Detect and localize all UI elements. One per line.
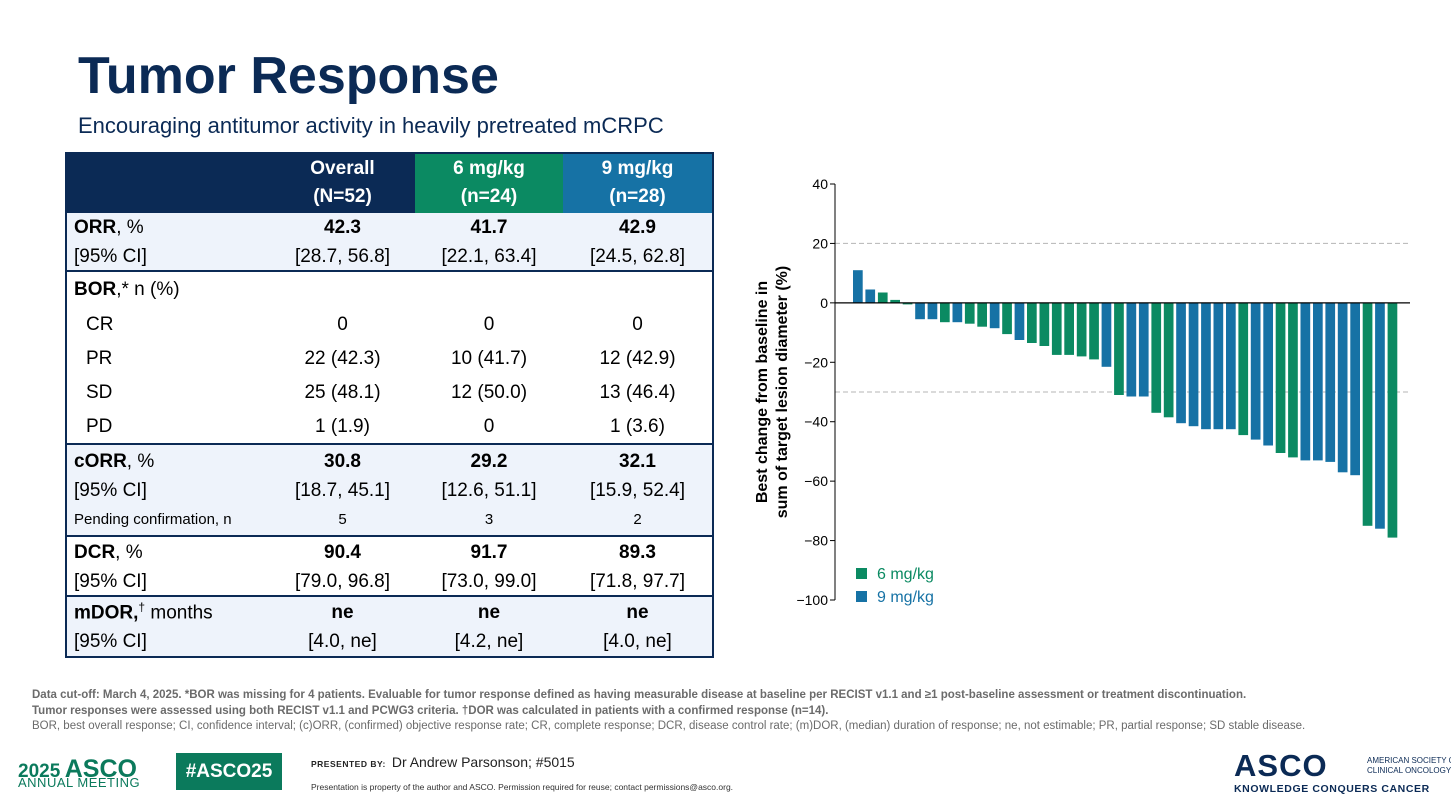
y-tick-label-5: −60 xyxy=(804,473,828,489)
bar-34 xyxy=(1263,302,1273,446)
bar-11 xyxy=(977,302,987,327)
bar-6 xyxy=(915,302,925,320)
bar-43 xyxy=(1375,302,1385,529)
bar-31 xyxy=(1226,302,1236,430)
header-blank xyxy=(65,152,270,213)
y-axis-label-line2: sum of target lesion diameter (%) xyxy=(774,266,791,519)
y-tick-label-1: 20 xyxy=(812,235,828,251)
bar-13 xyxy=(1002,302,1012,335)
table-row-sd: SD 25 (48.1) 12 (50.0) 13 (46.4) xyxy=(65,376,712,410)
bar-29 xyxy=(1201,302,1211,430)
table-header-row: Overall (N=52) 6 mg/kg (n=24) 9 mg/kg (n=28… xyxy=(65,152,712,213)
table-row-corr: cORR, % 30.8 29.2 32.1 xyxy=(65,443,712,478)
table-row-dcr: DCR, % 90.4 91.7 89.3 xyxy=(65,535,712,568)
table-row-orr-ci: [95% CI] [28.7, 56.8] [22.1, 63.4] [24.5… xyxy=(65,243,712,271)
table-row-pr: PR 22 (42.3) 10 (41.7) 12 (42.9) xyxy=(65,342,712,376)
bar-7 xyxy=(927,302,938,320)
table-row-mdor: mDOR,† months ne ne ne xyxy=(65,595,712,628)
table-row-corr-ci: [95% CI] [18.7, 45.1] [12.6, 51.1] [15.9… xyxy=(65,478,712,504)
bar-15 xyxy=(1027,302,1037,343)
property-note: Presentation is property of the author a… xyxy=(311,782,734,792)
y-tick-label-0: 40 xyxy=(812,176,828,192)
bar-36 xyxy=(1288,302,1298,458)
table-row-cr: CR 0 0 0 xyxy=(65,308,712,342)
table-row-dcr-ci: [95% CI] [79.0, 96.8] [73.0, 99.0] [71.8… xyxy=(65,568,712,596)
table-row-pending: Pending confirmation, n 5 3 2 xyxy=(65,504,712,536)
table-row-orr: ORR, % 42.3 41.7 42.9 xyxy=(65,213,712,243)
y-tick-label-7: −100 xyxy=(796,592,828,608)
bar-14 xyxy=(1014,302,1025,340)
page-subtitle: Encouraging antitumor activity in heavil… xyxy=(78,113,664,138)
table-row-bor: BOR,* n (%) xyxy=(65,270,712,308)
dcr-label: DCR, % xyxy=(65,535,270,568)
y-tick-label-6: −80 xyxy=(804,533,828,549)
y-axis-label-line1: Best change from baseline in xyxy=(754,281,771,503)
asco-annual-meeting-logo: 2025 ASCO ANNUAL MEETING xyxy=(18,755,141,790)
bar-16 xyxy=(1039,302,1050,346)
bar-18 xyxy=(1064,302,1074,355)
bar-30 xyxy=(1213,302,1224,430)
bar-27 xyxy=(1176,302,1186,424)
bar-38 xyxy=(1313,302,1323,461)
bar-10 xyxy=(964,302,975,324)
bar-40 xyxy=(1337,302,1348,473)
header-overall: Overall (N=52) xyxy=(270,152,415,213)
legend-swatch-1 xyxy=(856,591,867,602)
bar-23 xyxy=(1126,302,1137,397)
bar-39 xyxy=(1325,302,1336,462)
footnotes: Data cut-off: March 4, 2025. *BOR was mi… xyxy=(32,688,1305,735)
presenter-line: PRESENTED BY: Dr Andrew Parsonson; #5015 xyxy=(311,754,575,770)
bar-8 xyxy=(940,302,950,323)
y-tick-label-3: −20 xyxy=(804,354,828,370)
bar-1 xyxy=(853,270,863,303)
footnote-1: Data cut-off: March 4, 2025. *BOR was mi… xyxy=(32,689,1247,701)
bar-33 xyxy=(1250,302,1261,440)
bar-35 xyxy=(1275,302,1286,453)
bar-42 xyxy=(1362,302,1373,526)
footnote-2: Tumor responses were assessed using both… xyxy=(32,704,829,717)
bar-3 xyxy=(877,292,888,303)
header-9mgkg: 9 mg/kg (n=28) xyxy=(563,152,712,213)
bar-4 xyxy=(890,299,900,303)
mdor-label: mDOR,† months xyxy=(65,595,270,628)
bar-24 xyxy=(1138,302,1149,397)
asco-logo: ASCO AMERICAN SOCIETY OF CLINICAL ONCOLOG… xyxy=(1234,748,1451,795)
bar-26 xyxy=(1163,302,1174,418)
bar-37 xyxy=(1300,302,1311,461)
bar-28 xyxy=(1188,302,1199,427)
corr-label: cORR, % xyxy=(65,443,270,478)
bar-19 xyxy=(1076,302,1087,357)
legend-label-1: 9 mg/kg xyxy=(877,589,934,606)
bar-2 xyxy=(865,289,876,303)
table-row-pd: PD 1 (1.9) 0 1 (3.6) xyxy=(65,410,712,444)
y-tick-label-4: −40 xyxy=(804,414,828,430)
table-row-mdor-ci: [95% CI] [4.0, ne] [4.2, ne] [4.0, ne] xyxy=(65,628,712,656)
bar-5 xyxy=(902,302,913,305)
header-6mgkg: 6 mg/kg (n=24) xyxy=(415,152,563,213)
bar-41 xyxy=(1350,302,1360,476)
hashtag-badge: #ASCO25 xyxy=(176,753,282,790)
tumor-response-table: Overall (N=52) 6 mg/kg (n=24) 9 mg/kg (n=28… xyxy=(65,152,712,656)
bar-25 xyxy=(1151,302,1162,413)
bar-44 xyxy=(1387,302,1398,538)
page-title: Tumor Response xyxy=(78,47,499,105)
legend-label-0: 6 mg/kg xyxy=(877,566,934,583)
bar-20 xyxy=(1089,302,1099,360)
bar-9 xyxy=(952,302,963,323)
waterfall-chart: 40 20 0 −20 −40 −60 −80 −100 Best change from ba… xyxy=(754,176,1410,608)
bar-17 xyxy=(1051,302,1062,355)
bar-22 xyxy=(1114,302,1124,395)
bar-32 xyxy=(1238,302,1249,436)
legend-swatch-0 xyxy=(856,568,867,579)
orr-label: ORR, % xyxy=(65,213,270,243)
y-tick-label-2: 0 xyxy=(820,295,828,311)
bar-21 xyxy=(1101,302,1112,367)
footnote-3: BOR, best overall response; CI, confiden… xyxy=(32,720,1306,732)
bar-12 xyxy=(989,302,1000,329)
bor-label: BOR,* n (%) xyxy=(65,270,270,308)
